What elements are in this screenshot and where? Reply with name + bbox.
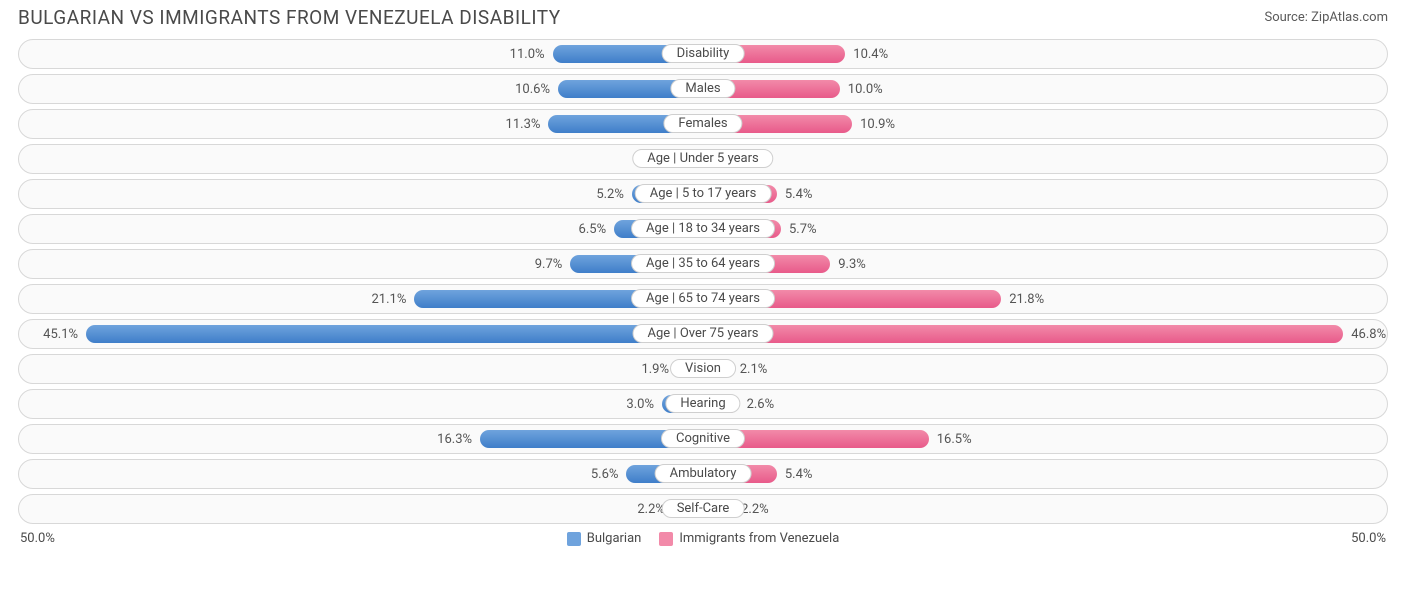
chart-row: 2.2% 2.2%Self-Care bbox=[18, 494, 1388, 524]
value-left: 1.9% bbox=[641, 355, 669, 385]
value-right: 5.7% bbox=[789, 215, 817, 245]
value-left: 5.2% bbox=[596, 180, 624, 210]
chart-title: BULGARIAN VS IMMIGRANTS FROM VENEZUELA D… bbox=[18, 6, 561, 29]
legend-swatch-left bbox=[567, 532, 581, 546]
value-right: 5.4% bbox=[785, 180, 813, 210]
value-left: 2.2% bbox=[637, 495, 665, 525]
category-label: Vision bbox=[670, 359, 736, 378]
value-right: 10.9% bbox=[860, 110, 895, 140]
chart-row: 16.3% 16.5% Cognitive bbox=[18, 424, 1388, 454]
category-label: Hearing bbox=[665, 394, 740, 413]
category-label: Age | 35 to 64 years bbox=[631, 254, 775, 273]
value-left: 45.1% bbox=[43, 320, 78, 350]
category-label: Age | Over 75 years bbox=[633, 324, 774, 343]
bar-left bbox=[86, 325, 703, 343]
value-right: 21.8% bbox=[1009, 285, 1044, 315]
axis-right-max: 50.0% bbox=[1351, 531, 1386, 546]
value-right: 10.4% bbox=[853, 40, 888, 70]
value-left: 16.3% bbox=[437, 425, 472, 455]
legend-swatch-right bbox=[659, 532, 673, 546]
header: BULGARIAN VS IMMIGRANTS FROM VENEZUELA D… bbox=[0, 0, 1406, 33]
value-right: 2.1% bbox=[740, 355, 768, 385]
category-label: Self-Care bbox=[662, 499, 745, 518]
category-label: Females bbox=[663, 114, 742, 133]
value-left: 11.0% bbox=[510, 40, 545, 70]
chart-row: 10.6% 10.0% Males bbox=[18, 74, 1388, 104]
chart-row: 11.0% 10.4% Disability bbox=[18, 39, 1388, 69]
legend-item-right: Immigrants from Venezuela bbox=[659, 531, 839, 546]
axis-left-max: 50.0% bbox=[20, 531, 55, 546]
chart-row: 1.9% 2.1%Vision bbox=[18, 354, 1388, 384]
value-left: 3.0% bbox=[626, 390, 654, 420]
chart-row: 45.1% 46.8% Age | Over 75 years bbox=[18, 319, 1388, 349]
chart-row: 5.6% 5.4% Ambulatory bbox=[18, 459, 1388, 489]
value-left: 6.5% bbox=[579, 215, 607, 245]
legend-item-left: Bulgarian bbox=[567, 531, 642, 546]
category-label: Ambulatory bbox=[655, 464, 752, 483]
legend-label-left: Bulgarian bbox=[587, 531, 642, 546]
value-right: 2.2% bbox=[741, 495, 769, 525]
value-left: 11.3% bbox=[506, 110, 541, 140]
chart-row: 9.7% 9.3% Age | 35 to 64 years bbox=[18, 249, 1388, 279]
category-label: Age | 65 to 74 years bbox=[631, 289, 775, 308]
chart-area: 11.0% 10.4% Disability 10.6% 10.0% Males 11.3%… bbox=[0, 33, 1406, 524]
source-attribution: Source: ZipAtlas.com bbox=[1264, 10, 1388, 25]
chart-row: 6.5% 5.7% Age | 18 to 34 years bbox=[18, 214, 1388, 244]
value-right: 5.4% bbox=[785, 460, 813, 490]
category-label: Cognitive bbox=[661, 429, 745, 448]
category-label: Males bbox=[670, 79, 735, 98]
category-label: Disability bbox=[662, 44, 745, 63]
legend: Bulgarian Immigrants from Venezuela bbox=[55, 531, 1351, 546]
chart-row: 5.2% 5.4% Age | 5 to 17 years bbox=[18, 179, 1388, 209]
value-right: 46.8% bbox=[1351, 320, 1386, 350]
value-left: 9.7% bbox=[535, 250, 563, 280]
value-right: 10.0% bbox=[848, 75, 883, 105]
category-label: Age | Under 5 years bbox=[632, 149, 773, 168]
chart-row: 21.1% 21.8% Age | 65 to 74 years bbox=[18, 284, 1388, 314]
value-left: 5.6% bbox=[591, 460, 619, 490]
chart-row: 3.0% 2.6% Hearing bbox=[18, 389, 1388, 419]
value-right: 2.6% bbox=[747, 390, 775, 420]
chart-row: 1.3%1.2%Age | Under 5 years bbox=[18, 144, 1388, 174]
bar-right bbox=[703, 325, 1343, 343]
category-label: Age | 5 to 17 years bbox=[635, 184, 772, 203]
chart-row: 11.3% 10.9% Females bbox=[18, 109, 1388, 139]
category-label: Age | 18 to 34 years bbox=[631, 219, 775, 238]
value-left: 10.6% bbox=[515, 75, 550, 105]
value-right: 16.5% bbox=[937, 425, 972, 455]
chart-footer: 50.0% Bulgarian Immigrants from Venezuel… bbox=[0, 529, 1406, 546]
value-left: 21.1% bbox=[371, 285, 406, 315]
legend-label-right: Immigrants from Venezuela bbox=[679, 531, 839, 546]
value-right: 9.3% bbox=[838, 250, 866, 280]
